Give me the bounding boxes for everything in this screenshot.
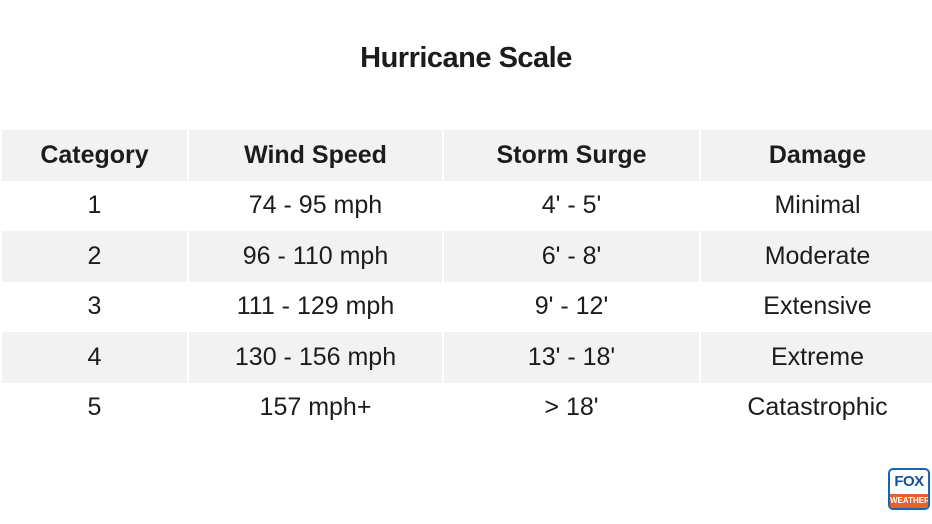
header-category: Category (2, 130, 187, 181)
table-row: 3 111 - 129 mph 9' - 12' Extensive (2, 282, 932, 333)
cell-damage: Extensive (763, 292, 872, 321)
fox-weather-logo: FOX WEATHER (888, 468, 930, 510)
cell-storm-surge: 4' - 5' (541, 191, 602, 220)
cell-damage: Extreme (701, 332, 932, 383)
cell-category: 3 (87, 292, 102, 321)
table-row: 4 130 - 156 mph 13' - 18' Extreme (2, 332, 932, 383)
cell-category: 2 (2, 231, 187, 282)
cell-category: 4 (2, 332, 187, 383)
cell-storm-surge: 13' - 18' (444, 332, 699, 383)
header-storm-surge: Storm Surge (444, 130, 699, 181)
page-title: Hurricane Scale (360, 42, 572, 74)
cell-wind-speed: 74 - 95 mph (248, 191, 383, 220)
cell-damage: Moderate (701, 231, 932, 282)
cell-category: 5 (87, 393, 102, 422)
cell-wind-speed: 130 - 156 mph (189, 332, 442, 383)
hurricane-scale-table: Category Wind Speed Storm Surge Damage 1… (0, 130, 932, 433)
header-wind-speed: Wind Speed (189, 130, 442, 181)
cell-wind-speed: 111 - 129 mph (236, 292, 395, 321)
header-damage: Damage (701, 130, 932, 181)
cell-damage: Minimal (774, 191, 861, 220)
table-row: 2 96 - 110 mph 6' - 8' Moderate (2, 231, 932, 282)
logo-line2: WEATHER (890, 494, 928, 508)
cell-damage: Catastrophic (747, 393, 888, 422)
logo-line1: FOX (894, 473, 924, 490)
table-row: 5 157 mph+ > 18' Catastrophic (2, 383, 932, 434)
cell-storm-surge: 6' - 8' (444, 231, 699, 282)
cell-storm-surge: 9' - 12' (534, 292, 609, 321)
cell-storm-surge: > 18' (544, 393, 599, 422)
cell-wind-speed: 96 - 110 mph (189, 231, 442, 282)
cell-category: 1 (87, 191, 102, 220)
table-header-row: Category Wind Speed Storm Surge Damage (2, 130, 932, 181)
table-row: 1 74 - 95 mph 4' - 5' Minimal (2, 181, 932, 232)
cell-wind-speed: 157 mph+ (259, 393, 372, 422)
